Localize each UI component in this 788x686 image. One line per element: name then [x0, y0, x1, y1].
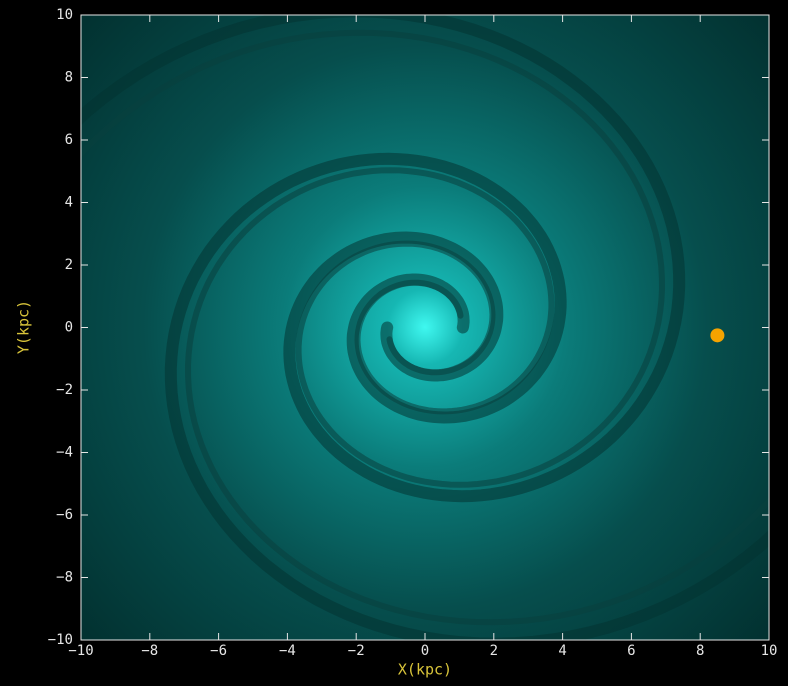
- y-tick-label: −10: [48, 632, 73, 648]
- y-tick-label: −2: [56, 382, 73, 398]
- x-tick-label: −2: [348, 643, 365, 659]
- x-tick-label: 4: [558, 643, 566, 659]
- galaxy-background: [81, 15, 769, 640]
- y-tick-label: 4: [65, 195, 73, 211]
- y-axis-label: Y(kpc): [15, 300, 33, 354]
- x-axis-label: X(kpc): [398, 661, 452, 679]
- x-tick-label: 2: [490, 643, 498, 659]
- x-tick-label: −10: [68, 643, 93, 659]
- spiral-arm: [81, 29, 666, 488]
- x-tick-label: 6: [627, 643, 635, 659]
- y-tick-label: 6: [65, 132, 73, 148]
- x-tick-label: −6: [210, 643, 227, 659]
- x-tick-label: −4: [279, 643, 296, 659]
- spiral-arm: [81, 15, 686, 503]
- x-tick-label: 8: [696, 643, 704, 659]
- y-tick-label: 2: [65, 257, 73, 273]
- point: [710, 328, 725, 343]
- y-tick-label: −4: [56, 445, 73, 461]
- spiral-arm: [184, 167, 769, 626]
- y-tick-label: 10: [56, 7, 73, 23]
- y-tick-label: −6: [56, 507, 73, 523]
- y-tick-label: −8: [56, 570, 73, 586]
- y-tick-label: 0: [65, 320, 73, 336]
- spiral-arm: [164, 152, 769, 640]
- x-tick-label: −8: [141, 643, 158, 659]
- x-tick-label: 10: [761, 643, 778, 659]
- y-tick-label: 8: [65, 70, 73, 86]
- x-tick-label: 0: [421, 643, 429, 659]
